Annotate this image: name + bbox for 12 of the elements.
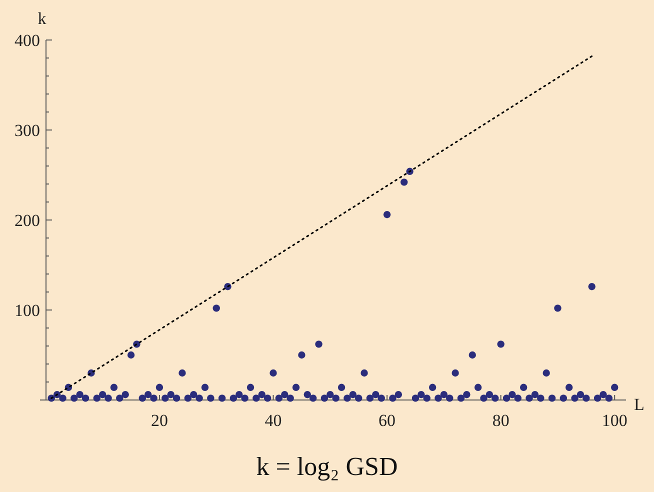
x-tick-label: 20 [150,411,168,430]
y-axis-title: k [38,9,47,28]
x-axis-title: L [634,395,644,414]
x-tick-label: 80 [492,411,510,430]
y-tick-label: 400 [14,31,40,50]
x-tick-label: 60 [378,411,396,430]
x-tick-label: 40 [264,411,282,430]
text: k = log₂ GSD [256,452,398,481]
y-tick-label: 300 [14,121,40,140]
y-tick-label: 100 [14,301,40,320]
y-tick-label: 200 [14,211,40,230]
x-tick-label: 100 [602,411,628,430]
